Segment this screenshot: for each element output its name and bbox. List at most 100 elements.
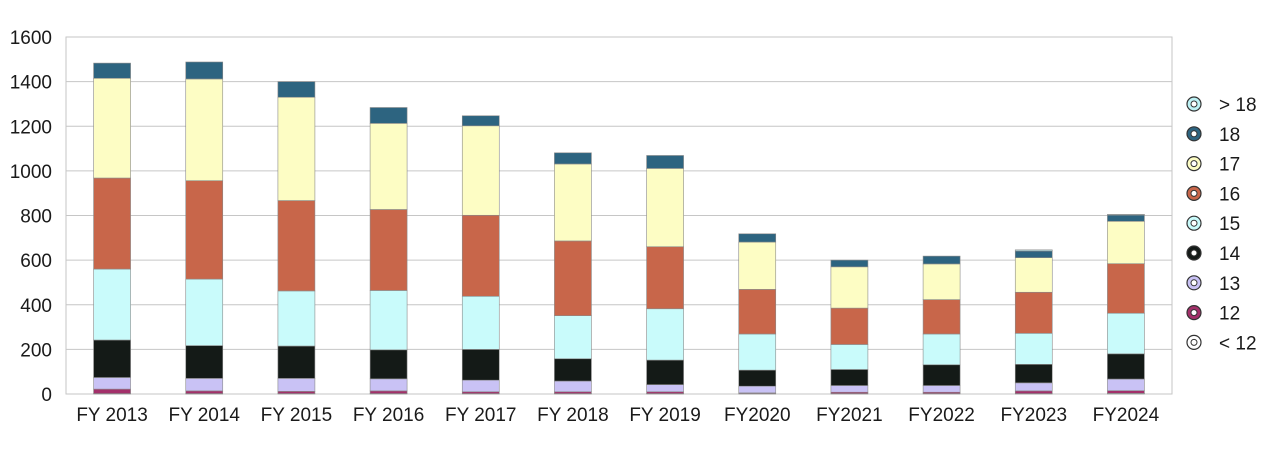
bar-segment (646, 384, 684, 393)
y-tick-label: 800 (20, 207, 52, 228)
bar-segment (93, 62, 131, 79)
bar-segment (1014, 333, 1053, 365)
bar-segment (1014, 382, 1053, 392)
bar-segment (185, 78, 224, 181)
bar-segment (93, 77, 131, 179)
legend-marker-center (1190, 309, 1198, 317)
y-tick-label: 1000 (10, 162, 52, 183)
y-tick-label: 1200 (10, 117, 52, 138)
bar-segment (738, 233, 777, 243)
x-tick-label: FY 2017 (445, 405, 516, 426)
x-tick-label: FY 2016 (353, 405, 424, 426)
bars (93, 61, 1145, 395)
bar-segment (369, 290, 408, 351)
bar-segment (1107, 353, 1145, 380)
legend-item: 15 (1186, 214, 1240, 235)
bar-segment (277, 96, 316, 201)
bar-segment (922, 385, 961, 393)
bar-segment (461, 349, 500, 381)
x-tick-label: FY2023 (1000, 405, 1067, 426)
bar-segment (646, 308, 684, 361)
x-axis-ticks: FY 2013 FY 2014 FY 2015 FY 2016 FY 2017 FY 20… (76, 405, 1159, 426)
bar-segment (738, 385, 777, 394)
bar-segment (461, 379, 500, 393)
bar-segment (554, 240, 592, 316)
bar-segment (1107, 378, 1145, 391)
y-tick-label: 200 (20, 340, 52, 361)
bar-segment (1014, 250, 1053, 258)
legend-label: 12 (1219, 304, 1240, 325)
legend-item: 14 (1186, 244, 1241, 265)
bar-segment (93, 339, 131, 378)
bar-segment (554, 152, 592, 165)
bar-segment (1107, 390, 1145, 394)
legend-label: 15 (1219, 214, 1240, 235)
bar-segment (1107, 214, 1145, 222)
bar-segment (369, 209, 408, 291)
legend-item: < 12 (1186, 333, 1257, 354)
bar-segment (277, 391, 316, 394)
bar-segment (646, 246, 684, 310)
bar-segment (1107, 221, 1145, 264)
bar-segment (369, 349, 408, 380)
bar-segment (738, 289, 777, 335)
legend-label: > 18 (1219, 95, 1257, 116)
bar-segment (646, 359, 684, 385)
bar-segment (830, 385, 869, 393)
bar-segment (554, 163, 592, 242)
bar-segment (461, 214, 500, 297)
bar-segment (185, 390, 224, 394)
y-tick-label: 1600 (10, 28, 52, 49)
bar-segment (185, 345, 224, 379)
x-tick-label: FY 2014 (169, 405, 241, 426)
legend-item: 12 (1186, 304, 1240, 325)
bar-segment (369, 378, 408, 392)
bar-segment (646, 168, 684, 248)
bar-segment (1014, 249, 1053, 252)
legend-label: 16 (1219, 184, 1240, 205)
legend-item: 13 (1186, 274, 1240, 295)
bar-segment (1014, 257, 1053, 293)
x-tick-label: FY2020 (724, 405, 791, 426)
bar-segment (554, 380, 592, 393)
legend-marker-center (1190, 160, 1198, 168)
legend-item: 16 (1186, 184, 1240, 205)
y-tick-label: 0 (41, 385, 52, 406)
y-axis-ticks: 0 200 400 600 800 1000 1200 1400 1600 (10, 28, 52, 406)
x-tick-label: FY 2018 (537, 405, 608, 426)
bar-segment (1107, 263, 1145, 314)
bar-segment (277, 378, 316, 392)
bar-segment (277, 290, 316, 347)
bar-segment (1014, 390, 1053, 394)
bar-segment (461, 115, 500, 127)
legend: > 18 18 17 16 15 14 13 12 < 12 (1186, 95, 1257, 354)
bar-segment (646, 155, 684, 169)
legend-label: < 12 (1219, 333, 1257, 354)
legend-marker-center (1190, 189, 1198, 197)
x-tick-label: FY2024 (1093, 405, 1160, 426)
bar-segment (830, 344, 869, 370)
bar-segment (922, 299, 961, 335)
bar-segment (93, 177, 131, 270)
bar-segment (922, 333, 961, 366)
legend-marker-center (1190, 338, 1198, 346)
bar-segment (461, 125, 500, 216)
x-tick-label: FY 2015 (261, 405, 332, 426)
bar-segment (461, 295, 500, 350)
bar-segment (1014, 291, 1053, 334)
legend-marker-center (1190, 100, 1198, 108)
gridlines (66, 81, 1172, 350)
bar-segment (277, 81, 316, 98)
bar-segment (1107, 214, 1145, 216)
bar-segment (830, 369, 869, 386)
bar-segment (93, 388, 131, 394)
legend-label: 17 (1219, 155, 1240, 176)
y-tick-label: 1400 (10, 73, 52, 94)
bar-segment (185, 180, 224, 280)
bar-segment (185, 278, 224, 346)
bar-segment (738, 241, 777, 290)
legend-item: 17 (1186, 155, 1240, 176)
legend-marker-center (1190, 249, 1198, 257)
legend-marker-center (1190, 279, 1198, 287)
